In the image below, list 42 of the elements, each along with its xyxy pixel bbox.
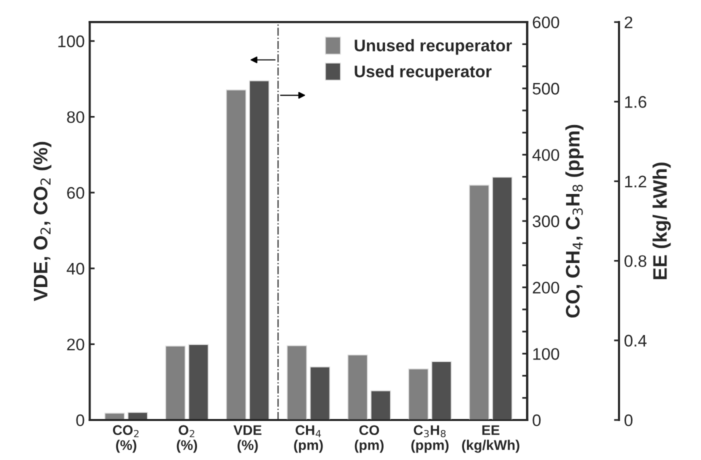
bar [249,80,270,420]
legend-label: Used recuperator [354,65,492,81]
y2-tick-label: 100 [533,348,560,360]
bar [286,345,308,420]
y3-tick-label: 2 [624,16,632,28]
bar [226,89,246,420]
y2-tick-label: 500 [532,82,560,95]
bar [165,346,186,420]
y-tick-label: 40 [66,262,84,275]
bar [408,368,429,420]
x-tick-label: CO (pm) [354,425,384,453]
y3-tick-label: 0.4 [624,334,647,347]
bar [431,361,452,420]
bar [188,344,209,420]
y-tick-label: 80 [67,111,84,124]
y2-axis-title: CO, CH$_{4}$, C$_{3}$H$_{8}$ (ppm) [565,124,584,318]
y3-tick-label: 0 [624,414,632,426]
y2-tick-label: 200 [532,282,560,294]
x-tick-label: VDE (%) [234,425,262,453]
bar [310,366,330,420]
y-tick-label: 100 [58,35,84,48]
x-tick-label: EE (kg/kWh) [462,425,520,453]
x-tick-label: O$_{2}$ (%) [176,425,198,453]
y2-tick-label: 300 [532,215,560,228]
y2-tick-label: 600 [532,16,560,28]
x-tick-label: CO$_{2}$ (%) [112,425,139,453]
x-tick-label: C$_{3}$H$_{8}$ (ppm) [411,425,449,453]
y-axis-title: VDE, O$_{2}$, CO$_{2}$ (%) [33,142,52,302]
y-tick-label: 0 [76,414,84,426]
y2-tick-label: 0 [532,414,541,426]
y-tick-label: 20 [67,338,84,350]
y-tick-label: 60 [67,187,84,199]
y3-tick-label: 1.2 [625,176,646,188]
y3-tick-label: 1.6 [625,96,646,108]
bar [370,390,391,420]
legend-label: Unused recuperator [354,39,512,55]
bar [348,354,368,420]
x-tick-label: CH$_{4}$ (pm) [294,425,323,453]
bar [104,412,125,420]
y3-axis-title: EE (kg/ kWh) [652,162,671,280]
y3-tick-label: 0.8 [624,255,646,268]
y2-tick-label: 400 [532,149,560,161]
